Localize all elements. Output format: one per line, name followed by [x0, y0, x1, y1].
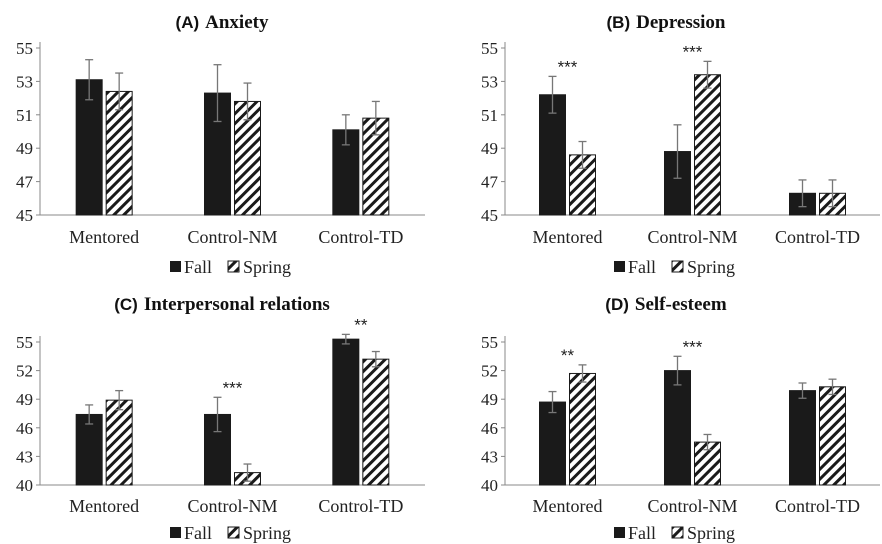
bar-spring-mentored — [105, 90, 133, 216]
x-category-label: Control-NM — [188, 496, 278, 516]
y-tick-label: 53 — [481, 72, 498, 91]
y-tick-label: 47 — [16, 173, 34, 192]
y-tick-label: 53 — [16, 72, 33, 91]
chart-title-text: Depression — [636, 12, 726, 33]
chart-title-letter: (B) — [607, 13, 631, 32]
significance-marker: ** — [354, 315, 368, 334]
chart-title-text: Interpersonal relations — [144, 294, 330, 315]
significance-marker: *** — [223, 378, 243, 397]
bar-fall-control-td — [789, 390, 816, 486]
y-tick-label: 46 — [481, 419, 498, 438]
bar-fall-mentored — [539, 94, 566, 216]
chart-panel-4: (D) Self-esteem 40 43 46 49 52 55 Mentored ** Cont… — [481, 294, 880, 543]
chart-title-text: Self-esteem — [635, 294, 727, 315]
y-tick-label: 49 — [481, 390, 498, 409]
chart-title: (A) Anxiety — [176, 12, 269, 33]
legend-label-spring: Spring — [687, 523, 735, 543]
bar-fall-control-nm — [664, 370, 691, 486]
bar-spring-mentored — [105, 399, 133, 486]
chart-panel-3: (C) Interpersonal relations 40 43 46 49 52 55 Me… — [16, 294, 425, 543]
legend-label-spring: Spring — [243, 257, 291, 277]
chart-title-letter: (C) — [114, 295, 138, 314]
bar-spring-control-nm — [694, 74, 721, 216]
legend-swatch-fall — [170, 261, 181, 272]
bar-spring-mentored — [569, 372, 596, 486]
bar-fall-control-nm — [664, 151, 691, 216]
y-tick-label: 40 — [16, 476, 33, 495]
x-category-label: Control-TD — [318, 496, 403, 516]
bar-fall-mentored — [539, 401, 566, 486]
y-tick-label: 45 — [481, 206, 498, 225]
x-category-label: Control-TD — [318, 227, 403, 247]
x-category-label: Control-NM — [648, 496, 738, 516]
legend-swatch-fall — [170, 527, 181, 538]
significance-marker: ** — [561, 346, 575, 365]
chart-title-letter: (D) — [605, 295, 629, 314]
bar-fall-mentored — [75, 413, 103, 486]
y-tick-label: 55 — [16, 333, 33, 352]
x-category-label: Control-NM — [188, 227, 278, 247]
legend-swatch-spring — [227, 260, 240, 273]
x-category-label: Mentored — [533, 496, 603, 516]
x-category-label: Mentored — [69, 227, 139, 247]
chart-legend: Fall Spring — [614, 523, 735, 543]
y-tick-label: 46 — [16, 419, 33, 438]
legend-label-spring: Spring — [687, 257, 735, 277]
y-tick-label: 49 — [481, 139, 498, 158]
legend-swatch-spring — [671, 260, 684, 273]
y-tick-label: 52 — [481, 362, 498, 381]
y-tick-label: 55 — [481, 39, 498, 58]
y-tick-label: 55 — [16, 39, 33, 58]
bar-fall-mentored — [75, 79, 103, 216]
bar-spring-control-td — [819, 386, 846, 486]
y-tick-label: 49 — [16, 390, 33, 409]
chart-title-letter: (A) — [176, 13, 200, 32]
y-tick-label: 55 — [481, 333, 498, 352]
legend-swatch-spring — [227, 526, 240, 539]
legend-swatch-spring — [671, 526, 684, 539]
x-category-label: Control-TD — [775, 496, 860, 516]
bar-spring-control-td — [362, 358, 390, 486]
y-tick-label: 51 — [481, 106, 498, 125]
chart-title: (B) Depression — [607, 12, 726, 33]
x-category-label: Control-TD — [775, 227, 860, 247]
legend-swatch-fall — [614, 527, 625, 538]
y-tick-label: 40 — [481, 476, 498, 495]
y-tick-label: 51 — [16, 106, 33, 125]
legend-swatch-fall — [614, 261, 625, 272]
x-category-label: Control-NM — [648, 227, 738, 247]
y-tick-label: 47 — [481, 173, 499, 192]
significance-marker: *** — [683, 42, 703, 61]
chart-legend: Fall Spring — [170, 523, 291, 543]
chart-title-text: Anxiety — [205, 12, 269, 33]
legend-label-fall: Fall — [184, 523, 212, 543]
bar-fall-control-td — [332, 338, 360, 486]
bar-fall-control-td — [332, 129, 360, 216]
chart-panel-2: (B) Depression 45 47 49 51 53 55 Mentored *** Cont… — [481, 12, 880, 277]
chart-legend: Fall Spring — [614, 257, 735, 277]
y-tick-label: 49 — [16, 139, 33, 158]
significance-marker: *** — [683, 337, 703, 356]
legend-label-fall: Fall — [184, 257, 212, 277]
legend-label-fall: Fall — [628, 257, 656, 277]
y-tick-label: 52 — [16, 362, 33, 381]
significance-marker: *** — [558, 57, 578, 76]
legend-label-spring: Spring — [243, 523, 291, 543]
chart-legend: Fall Spring — [170, 257, 291, 277]
legend-label-fall: Fall — [628, 523, 656, 543]
y-tick-label: 43 — [16, 447, 33, 466]
y-tick-label: 45 — [16, 206, 33, 225]
x-category-label: Mentored — [69, 496, 139, 516]
y-tick-label: 43 — [481, 447, 498, 466]
chart-panel-1: (A) Anxiety 45 47 49 51 53 55 Mentored Control-NM… — [16, 12, 425, 277]
chart-title: (D) Self-esteem — [605, 294, 727, 315]
chart-title: (C) Interpersonal relations — [114, 294, 330, 315]
x-category-label: Mentored — [533, 227, 603, 247]
